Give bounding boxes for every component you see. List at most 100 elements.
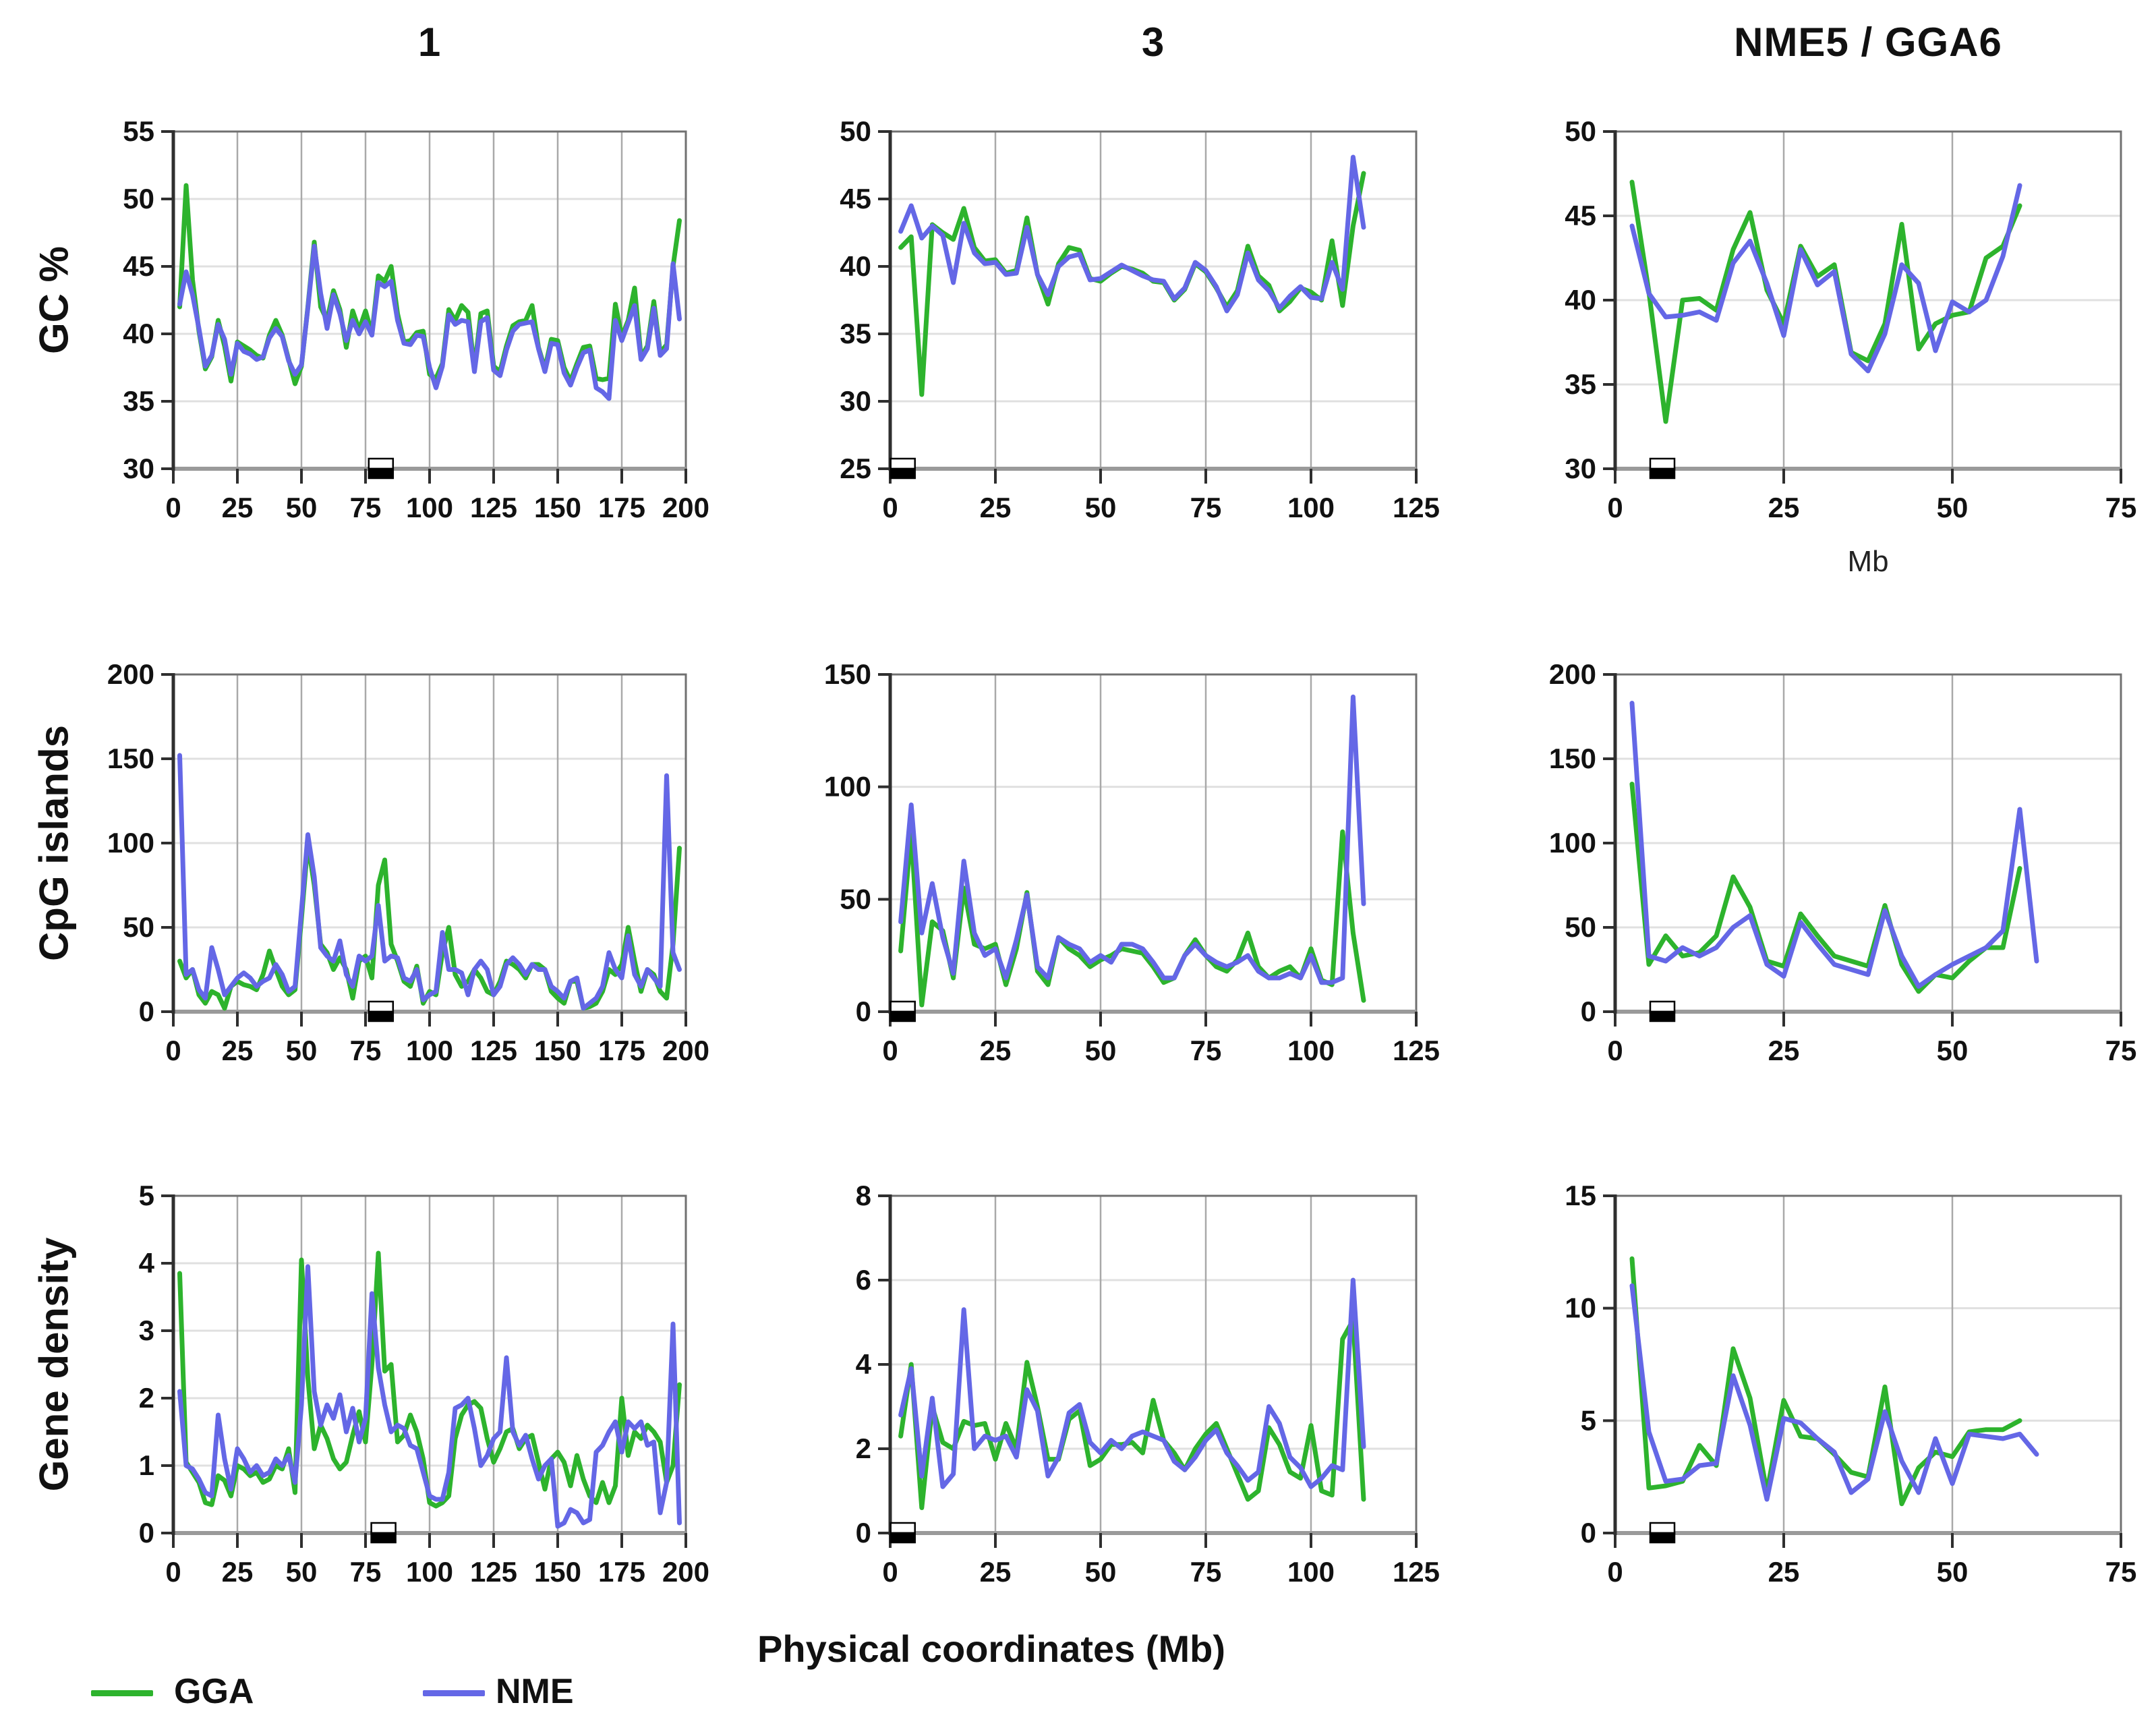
position-marker-icon bbox=[1649, 1522, 1676, 1534]
svg-text:50: 50 bbox=[1565, 118, 1596, 147]
svg-text:25: 25 bbox=[222, 1035, 254, 1066]
row-label-gene-density: Gene density bbox=[31, 1237, 77, 1492]
svg-text:200: 200 bbox=[1549, 661, 1596, 690]
svg-text:45: 45 bbox=[840, 183, 871, 214]
svg-text:50: 50 bbox=[1937, 492, 1969, 523]
svg-text:200: 200 bbox=[107, 661, 154, 690]
chart-cpg-chr3: 0 50 100 150 0 25 50 75 100 125 bbox=[796, 658, 1457, 1082]
svg-text:0: 0 bbox=[1607, 492, 1623, 523]
column-title-chr1: 1 bbox=[417, 20, 442, 65]
svg-text:10: 10 bbox=[1565, 1292, 1596, 1324]
svg-text:5: 5 bbox=[139, 1182, 154, 1211]
series-line-nme bbox=[177, 753, 682, 1011]
chart-density-chr3: 0 2 4 6 8 0 25 50 75 100 125 bbox=[796, 1180, 1457, 1604]
svg-text:125: 125 bbox=[1393, 1556, 1440, 1588]
svg-text:150: 150 bbox=[824, 661, 871, 690]
svg-text:55: 55 bbox=[123, 118, 154, 147]
svg-text:125: 125 bbox=[470, 492, 517, 523]
series-line-nme bbox=[898, 694, 1366, 985]
svg-text:50: 50 bbox=[1565, 911, 1596, 943]
plot-7: 0 2 4 6 8 0 25 50 75 100 125 bbox=[856, 1180, 1440, 1588]
svg-text:30: 30 bbox=[1565, 453, 1596, 484]
svg-text:0: 0 bbox=[856, 995, 871, 1027]
plot-2: 30 35 40 45 50 0 25 50 75 bbox=[1565, 115, 2137, 523]
svg-text:0: 0 bbox=[139, 995, 154, 1027]
svg-text:0: 0 bbox=[1607, 1035, 1623, 1066]
svg-text:15: 15 bbox=[1565, 1182, 1596, 1211]
series-line-nme bbox=[1629, 1283, 2039, 1502]
chart-cpg-chr1: 0 50 100 150 200 0 25 50 75 100 125 150 175 200 bbox=[79, 658, 726, 1082]
svg-text:50: 50 bbox=[1937, 1556, 1969, 1588]
svg-text:50: 50 bbox=[1085, 1556, 1117, 1588]
svg-text:75: 75 bbox=[350, 1556, 382, 1588]
svg-text:0: 0 bbox=[1581, 995, 1596, 1027]
svg-text:30: 30 bbox=[840, 385, 871, 417]
svg-text:75: 75 bbox=[1190, 1556, 1222, 1588]
chart-cpg-gga6: 0 50 100 150 200 0 25 50 75 bbox=[1521, 658, 2156, 1082]
svg-text:2: 2 bbox=[139, 1382, 154, 1414]
plot-1: 25 30 35 40 45 50 0 25 50 75 100 125 bbox=[840, 115, 1440, 523]
svg-text:50: 50 bbox=[123, 911, 154, 943]
svg-text:100: 100 bbox=[1287, 1556, 1335, 1588]
series-line-nme bbox=[177, 243, 682, 401]
row-label-gc-percent: GC % bbox=[31, 246, 77, 355]
svg-text:75: 75 bbox=[1190, 492, 1222, 523]
svg-text:100: 100 bbox=[1287, 492, 1335, 523]
series-line-gga bbox=[177, 1250, 682, 1509]
svg-text:40: 40 bbox=[1565, 284, 1596, 316]
svg-text:6: 6 bbox=[856, 1264, 871, 1296]
svg-text:8: 8 bbox=[856, 1182, 871, 1211]
position-marker-icon bbox=[1649, 457, 1676, 470]
svg-text:35: 35 bbox=[840, 318, 871, 349]
position-marker-icon bbox=[368, 457, 395, 470]
svg-text:75: 75 bbox=[2105, 492, 2137, 523]
legend-label-nme: NME bbox=[496, 1672, 574, 1711]
svg-text:75: 75 bbox=[1190, 1035, 1222, 1066]
svg-text:175: 175 bbox=[598, 1556, 645, 1588]
svg-text:100: 100 bbox=[1287, 1035, 1335, 1066]
svg-text:75: 75 bbox=[2105, 1556, 2137, 1588]
svg-text:1: 1 bbox=[139, 1449, 154, 1481]
svg-text:25: 25 bbox=[1768, 492, 1800, 523]
series-line-gga bbox=[177, 840, 682, 1011]
x-axis-label: Physical coordinates (Mb) bbox=[757, 1627, 1225, 1670]
svg-text:200: 200 bbox=[662, 1035, 709, 1066]
series-line-nme bbox=[898, 154, 1366, 314]
svg-text:45: 45 bbox=[1565, 200, 1596, 231]
svg-text:200: 200 bbox=[662, 492, 709, 523]
legend-line-nme-icon bbox=[423, 1690, 485, 1696]
plot-0: 30 35 40 45 50 55 0 25 50 75 100 125 150 175 200 bbox=[123, 115, 709, 523]
svg-text:100: 100 bbox=[1549, 827, 1596, 859]
svg-text:0: 0 bbox=[165, 1035, 181, 1066]
svg-text:75: 75 bbox=[350, 1035, 382, 1066]
svg-text:25: 25 bbox=[1768, 1035, 1800, 1066]
svg-text:25: 25 bbox=[1768, 1556, 1800, 1588]
svg-text:50: 50 bbox=[286, 1035, 318, 1066]
svg-text:100: 100 bbox=[406, 492, 453, 523]
svg-text:100: 100 bbox=[824, 771, 871, 803]
svg-text:5: 5 bbox=[1581, 1404, 1596, 1436]
legend: GGA NME bbox=[0, 1659, 674, 1727]
svg-text:0: 0 bbox=[856, 1517, 871, 1549]
svg-text:50: 50 bbox=[1937, 1035, 1969, 1066]
series-line-gga bbox=[898, 171, 1366, 397]
legend-label-gga: GGA bbox=[174, 1672, 254, 1711]
series-line-nme bbox=[177, 1264, 682, 1529]
svg-text:0: 0 bbox=[882, 492, 898, 523]
position-marker-icon bbox=[890, 457, 916, 470]
svg-text:35: 35 bbox=[123, 385, 154, 417]
svg-text:75: 75 bbox=[350, 492, 382, 523]
plot-8: 0 5 10 15 0 25 50 75 bbox=[1565, 1180, 2137, 1588]
series-line-gga bbox=[898, 1317, 1366, 1510]
svg-text:50: 50 bbox=[840, 883, 871, 915]
svg-text:200: 200 bbox=[662, 1556, 709, 1588]
position-marker-icon bbox=[890, 1522, 916, 1534]
svg-text:50: 50 bbox=[1085, 492, 1117, 523]
svg-text:25: 25 bbox=[840, 453, 871, 484]
svg-text:75: 75 bbox=[2105, 1035, 2137, 1066]
svg-text:0: 0 bbox=[882, 1035, 898, 1066]
legend-line-gga-icon bbox=[91, 1690, 153, 1696]
column-title-chr3: 3 bbox=[1141, 20, 1165, 65]
svg-text:25: 25 bbox=[980, 492, 1012, 523]
